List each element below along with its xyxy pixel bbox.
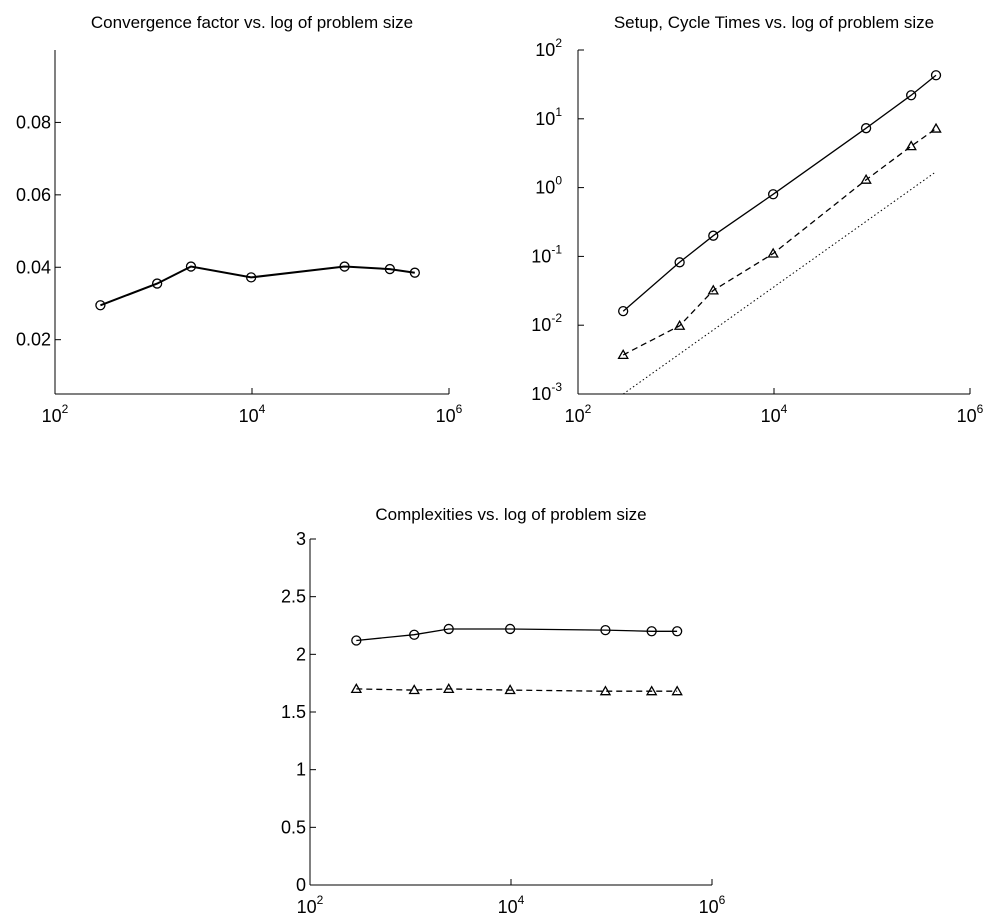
series-2-point <box>350 683 363 694</box>
series-2-line <box>622 128 937 356</box>
x-tick-label: 104 <box>239 402 266 426</box>
series-2-point <box>767 247 779 258</box>
x-tick-label: 106 <box>699 893 726 917</box>
y-tick-label: 1.5 <box>281 702 306 722</box>
series-1-line <box>622 74 937 312</box>
x-tick-label: 104 <box>761 402 788 426</box>
series-1-point <box>618 306 629 317</box>
series-2-point <box>504 684 516 695</box>
series-1-line <box>356 628 678 642</box>
series-1-point <box>860 123 872 134</box>
y-tick-label: 102 <box>535 36 562 60</box>
x-tick-label: 102 <box>297 893 324 917</box>
series-2-point <box>599 685 612 696</box>
y-tick-label: 0.04 <box>16 257 51 277</box>
y-tick-label: 3 <box>296 529 306 549</box>
series-2-point <box>905 140 917 151</box>
y-tick-label: 101 <box>535 105 562 129</box>
convergence-factor-plot: Convergence factor vs. log of problem si… <box>16 13 463 426</box>
series-1-point <box>409 267 420 278</box>
x-tick-label: 106 <box>957 402 984 426</box>
series-2-point <box>671 685 683 696</box>
series-1-point <box>767 189 779 200</box>
series-1-point <box>646 626 657 637</box>
x-tick-label: 104 <box>498 893 525 917</box>
x-tick-label: 102 <box>565 402 592 426</box>
series-1-point <box>339 261 350 272</box>
series-1-point <box>671 626 683 637</box>
series-1-point <box>185 261 197 272</box>
y-tick-label: 2 <box>296 644 306 664</box>
series-2-point <box>930 122 942 133</box>
series-1-point <box>409 629 420 640</box>
y-tick-label: 0.5 <box>281 817 306 837</box>
x-tick-label: 106 <box>436 402 463 426</box>
series-1-point <box>906 90 917 101</box>
series-2-point <box>443 683 455 694</box>
y-tick-label: 0 <box>296 875 306 895</box>
series-1-point <box>504 623 516 635</box>
series-2-point <box>408 684 420 695</box>
series-1-point <box>351 635 362 646</box>
series-1-point <box>930 70 942 81</box>
chart-title: Convergence factor vs. log of problem si… <box>91 13 413 32</box>
series-2-line <box>356 688 678 692</box>
series-1-point <box>674 257 685 268</box>
series-1-point <box>600 624 611 636</box>
series-2-point <box>617 348 629 360</box>
series-3-line <box>622 171 937 395</box>
series-1-point <box>708 230 719 241</box>
series-1-point <box>245 272 257 283</box>
series-2-point <box>860 173 872 184</box>
chart-title: Setup, Cycle Times vs. log of problem si… <box>614 13 934 32</box>
y-tick-label: 100 <box>535 174 562 198</box>
y-tick-label: 2.5 <box>281 587 306 607</box>
series-2-point <box>707 284 719 295</box>
y-tick-label: 0.08 <box>16 112 51 132</box>
setup-cycle-times-plot: Setup, Cycle Times vs. log of problem si… <box>531 13 983 426</box>
x-tick-label: 102 <box>42 402 69 426</box>
series-2-point <box>673 319 686 330</box>
chart-title: Complexities vs. log of problem size <box>375 505 646 524</box>
series-1-point <box>384 263 396 275</box>
y-tick-label: 10-1 <box>531 242 562 266</box>
series-2-point <box>645 685 658 696</box>
series-1-point <box>95 300 106 311</box>
y-tick-label: 0.02 <box>16 330 51 350</box>
y-tick-label: 0.06 <box>16 185 51 205</box>
y-tick-label: 10-2 <box>531 311 562 335</box>
series-1-point <box>443 623 454 635</box>
y-tick-label: 1 <box>296 760 306 780</box>
series-1-point <box>151 278 163 289</box>
series-1-line <box>100 265 415 307</box>
y-tick-label: 10-3 <box>531 380 562 404</box>
